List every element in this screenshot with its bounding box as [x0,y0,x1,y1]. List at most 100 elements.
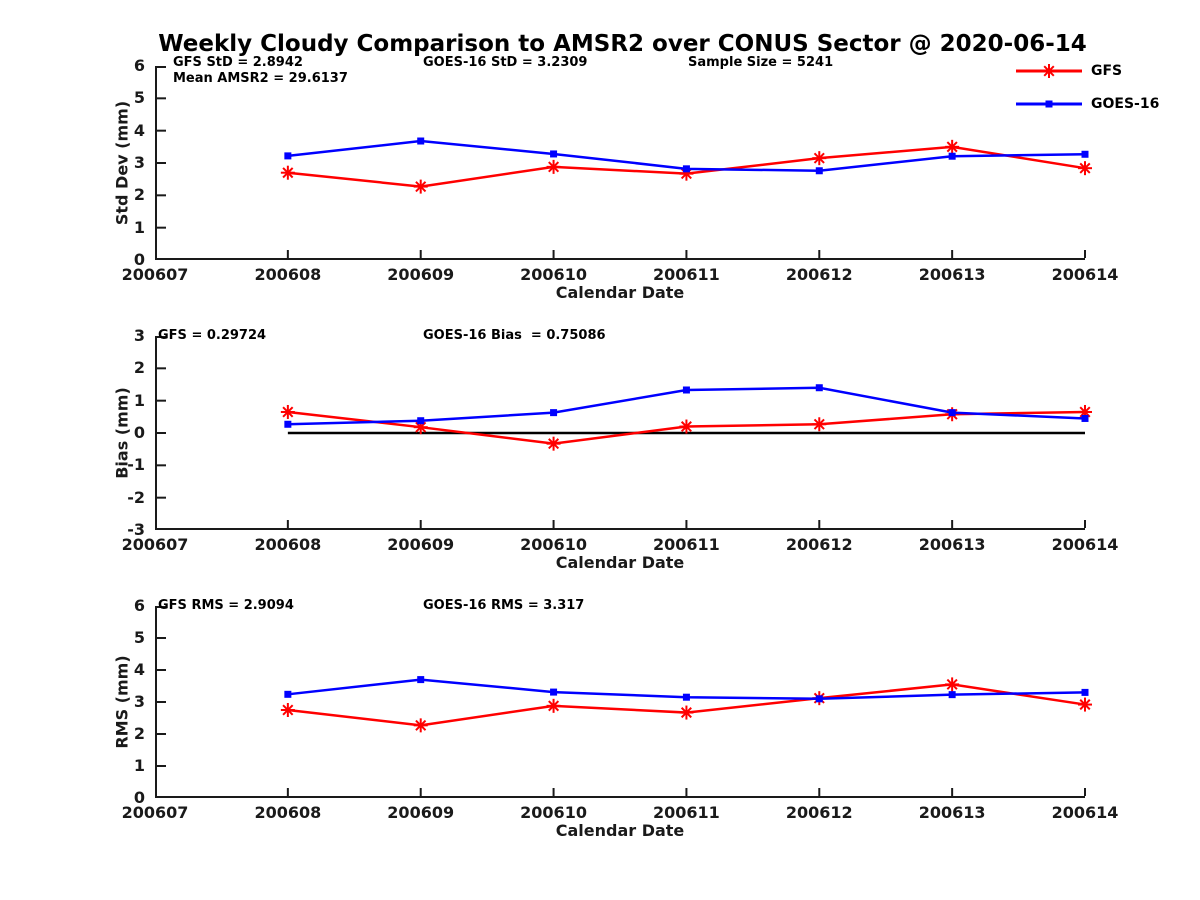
square-marker-icon [815,167,823,175]
x-tick-label: 200610 [520,803,587,822]
x-tick-label: 200607 [121,803,189,822]
square-marker-icon [550,150,558,158]
square-marker-icon [948,691,956,699]
x-tick-label: 200608 [254,535,322,554]
subplot-bias: Bias (mm) Calendar Date GFS = 0.29724 GO… [113,328,1119,573]
x-tick-label: 200609 [387,803,455,822]
legend-label-gfs: GFS [1091,63,1123,79]
square-marker-icon [815,695,823,703]
bias-plot-area [155,336,1092,530]
x-axis-title-rms: Calendar Date [555,821,685,840]
x-axis-title-bias: Calendar Date [555,553,685,572]
y-tick-label: 4 [133,660,145,679]
asterisk-marker-icon [282,167,294,179]
annotation-gfs-bias: GFS = 0.29724 [158,328,267,343]
square-marker-icon [815,384,823,392]
x-tick-label: 200613 [918,265,986,284]
x-tick-label: 200614 [1051,535,1119,554]
annotation-goes16-bias: GOES-16 Bias = 0.75086 [423,328,606,343]
annotation-mean-amsr2: Mean AMSR2 = 29.6137 [173,71,348,86]
y-tick-label: 0 [133,423,145,442]
square-marker-icon [682,693,690,701]
asterisk-marker-icon [813,418,825,430]
square-marker-icon [417,137,425,145]
x-axis-title-std-dev: Calendar Date [555,283,685,302]
rms-plot-area [155,606,1092,798]
square-marker-icon [284,420,292,428]
asterisk-marker-icon [415,719,427,731]
annotation-sample-size: Sample Size = 5241 [688,55,834,70]
y-tick-label: 3 [133,692,145,711]
x-tick-label: 200614 [1051,265,1119,284]
square-marker-icon [948,409,956,417]
y-tick-label: 0 [133,250,145,269]
legend-entry-gfs: GFS [1016,63,1122,79]
asterisk-marker-icon [548,700,560,712]
y-tick-label: 5 [133,88,145,108]
asterisk-marker-icon [282,406,294,418]
x-tick-label: 200612 [785,535,853,554]
asterisk-marker-icon [415,181,427,193]
square-marker-icon [1081,688,1089,696]
annotation-gfs-rms: GFS RMS = 2.9094 [158,598,294,613]
square-marker-icon [948,152,956,160]
square-marker-icon [550,409,558,417]
subplot-std-dev: Std Dev (mm) Calendar Date GFS StD = 2.8… [113,55,1119,302]
y-tick-label: 1 [133,756,145,775]
asterisk-marker-icon [548,161,560,173]
x-tick-label: 200610 [520,265,587,284]
square-marker-icon [550,688,558,696]
x-tick-label: 200608 [254,803,322,822]
square-marker-icon [417,676,425,684]
y-tick-label: 2 [133,185,145,205]
x-tick-label: 200613 [918,803,986,822]
y-tick-label: 1 [133,217,145,237]
asterisk-marker-icon [1079,699,1091,711]
y-tick-label: 0 [133,788,145,807]
chart-title: Weekly Cloudy Comparison to AMSR2 over C… [158,31,1087,57]
y-tick-label: 6 [133,596,145,615]
square-marker-icon [1081,150,1089,158]
annotation-goes16-std: GOES-16 StD = 3.2309 [423,55,588,70]
asterisk-marker-icon [548,438,560,450]
subplot-rms: RMS (mm) Calendar Date GFS RMS = 2.9094 … [113,598,1119,841]
asterisk-marker-icon [1079,162,1091,174]
annotation-goes16-rms: GOES-16 RMS = 3.317 [423,598,585,613]
legend-entry-goes16: GOES-16 [1016,96,1159,112]
x-tick-label: 200609 [387,535,455,554]
x-tick-label: 200612 [785,265,853,284]
asterisk-marker-icon [1043,65,1055,77]
x-tick-label: 200607 [121,535,189,554]
square-marker-icon [1045,100,1053,108]
std-dev-plot-area [155,66,1092,260]
y-tick-label: 6 [133,56,145,75]
square-marker-icon [284,152,292,160]
x-tick-label: 200613 [918,535,986,554]
square-marker-icon [417,417,425,425]
y-tick-label: 3 [133,326,145,345]
square-marker-icon [1081,414,1089,422]
x-tick-label: 200609 [387,265,455,284]
legend-label-goes16: GOES-16 [1091,96,1160,112]
y-tick-label: 3 [133,153,145,172]
x-tick-label: 200608 [254,265,322,284]
x-tick-label: 200611 [653,535,720,554]
square-marker-icon [284,690,292,698]
asterisk-marker-icon [813,152,825,164]
asterisk-marker-icon [946,678,958,690]
x-tick-label: 200612 [785,803,853,822]
asterisk-marker-icon [680,707,692,719]
goes16-line-marker-icon [1016,100,1082,108]
y-tick-label: 5 [133,628,145,647]
y-tick-label: -2 [127,487,145,507]
y-tick-label: -1 [127,455,145,475]
x-tick-label: 200610 [520,535,587,554]
asterisk-marker-icon [946,141,958,153]
x-tick-label: 200614 [1051,803,1119,822]
annotation-gfs-std: GFS StD = 2.8942 [173,55,303,70]
asterisk-marker-icon [680,421,692,433]
y-tick-label: 4 [133,120,145,140]
asterisk-marker-icon [282,704,294,716]
square-marker-icon [682,165,690,173]
gfs-line-marker-icon [1016,64,1082,78]
